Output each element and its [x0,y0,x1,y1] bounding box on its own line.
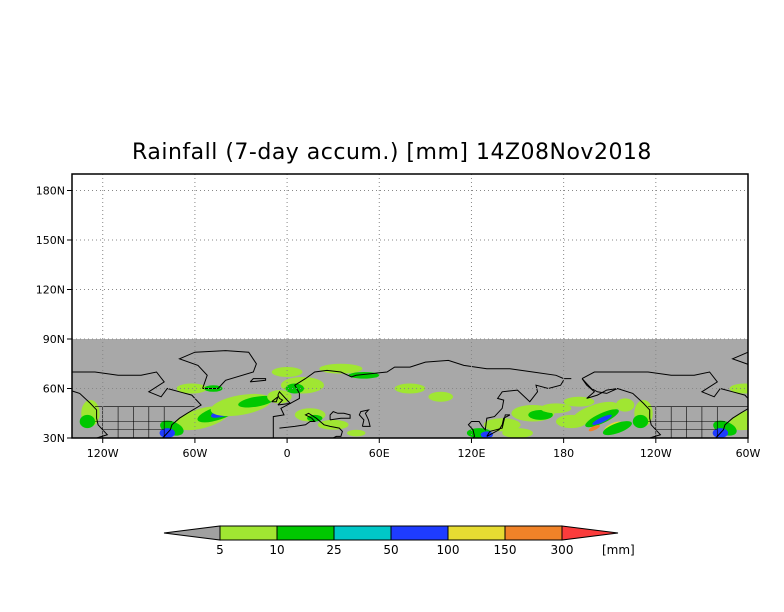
rain-cell [79,414,96,429]
colorbar-box [219,525,278,541]
colorbar-box [447,525,506,541]
rain-cell [502,428,533,438]
rain-cell [563,396,595,407]
coastline [581,378,662,438]
rain-cell [394,383,426,394]
colorbar-label: 25 [326,543,341,557]
rain-cell [602,421,632,436]
rain-cell [728,406,748,431]
coastline [329,411,351,421]
colorbar: 5 10 25 50 100 150 300 [mm] [163,525,635,557]
coastline [271,395,279,403]
rain-cell [428,391,454,402]
rainfall-field [72,339,784,438]
rain-cell [285,383,304,394]
coastline [467,380,565,438]
rain-cell [588,424,600,432]
coastline [72,371,202,438]
x-tick-label: 180 [553,447,574,460]
colorbar-high-triangle [561,525,619,541]
map-title: Rainfall (7-day accum.) [mm] 14Z08Nov201… [132,140,652,165]
x-axis-ticks: 120W 60W 0 60E 120E 180 120W 60W [87,438,761,460]
colorbar-label: 10 [269,543,284,557]
colorbar-box [333,525,392,541]
rain-cell [729,383,748,394]
rain-cell [307,414,323,422]
colorbar-label: 100 [437,543,460,557]
coastline [178,350,257,389]
rain-cell [347,429,366,437]
x-tick-label: 120E [457,447,485,460]
rain-cell [480,431,493,438]
x-tick-label: 120W [87,447,119,460]
rain-cell [763,403,784,420]
colorbar-label: 300 [551,543,574,557]
coastline [279,412,343,438]
colorbar-box [390,525,449,541]
rain-cell [238,395,275,408]
x-tick-label: 60W [182,447,207,460]
coastline [277,390,292,406]
rain-cell [176,383,208,394]
coastline [272,359,572,438]
plot-frame [71,173,749,439]
rain-cell [632,414,649,429]
rain-cell [271,367,303,377]
colorbar-low-triangle [163,525,221,541]
coastline [581,371,748,438]
rain-cell [749,400,784,426]
y-tick-label: 60N [43,383,65,396]
colorbar-label: 150 [494,543,517,557]
colorbar-label: 50 [383,543,398,557]
y-tick-label: 30N [43,432,65,445]
y-tick-label: 120N [36,284,65,297]
rain-cell [571,401,618,425]
y-tick-label: 90N [43,333,65,346]
rain-cell [757,385,775,392]
rain-cell [317,419,349,430]
colorbar-box [276,525,335,541]
y-tick-label: 150N [36,234,65,247]
colorbar-label: 5 [216,543,224,557]
coastline [486,414,511,437]
coastlines [72,350,748,438]
x-tick-label: 120W [640,447,672,460]
rain-cell [540,403,572,414]
colorbar-box [504,525,563,541]
colorbar-unit: [mm] [602,543,635,557]
rain-cell [615,398,635,412]
coastline [581,378,618,394]
x-tick-label: 60E [369,447,390,460]
coastline [249,378,267,383]
grid-lines [72,174,749,438]
rain-cell [592,414,612,425]
coastline [358,409,371,427]
x-tick-label: 0 [284,447,291,460]
x-tick-label: 60W [736,447,761,460]
rain-cell [762,390,784,420]
y-axis-ticks: 180N 150N 120N 90N 60N 30N [36,185,72,445]
y-tick-label: 180N [36,185,65,198]
coastline [72,390,109,438]
rain-cell [528,409,553,420]
